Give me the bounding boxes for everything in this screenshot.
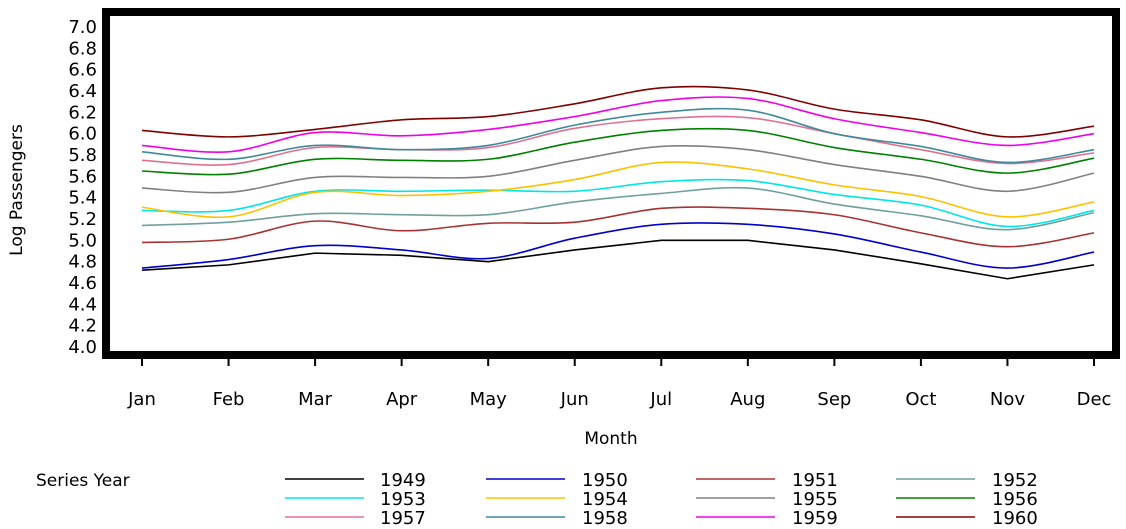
series-lines [141, 85, 1095, 280]
series-line-1958 [141, 107, 1095, 164]
y-tick-label: 4.0 [68, 337, 97, 358]
y-tick-label: 5.4 [68, 188, 97, 209]
y-tick-label: 6.6 [68, 60, 97, 81]
y-tick-label: 4.4 [68, 294, 97, 315]
y-tick-label: 5.2 [68, 209, 97, 230]
y-tick-label: 6.2 [68, 102, 97, 123]
y-tick-label: 6.0 [68, 124, 97, 145]
legend-label-1950: 1950 [582, 470, 628, 491]
x-axis-label: Month [584, 429, 637, 449]
y-tick-label: 4.2 [68, 316, 97, 337]
x-tick-label: Dec [1077, 389, 1112, 410]
y-tick-label: 5.8 [68, 145, 97, 166]
x-tick-label: Jun [560, 389, 589, 410]
legend-label-1960: 1960 [992, 508, 1038, 529]
x-axis-ticks: Jan Feb Mar Apr May Jun Jul Aug Sep Oct Nov Dec [127, 357, 1111, 410]
legend-label-1956: 1956 [992, 489, 1038, 510]
legend-title: Series Year [36, 471, 130, 491]
y-tick-label: 6.4 [68, 81, 97, 102]
series-line-1954 [141, 161, 1095, 219]
x-tick-label: Sep [817, 389, 851, 410]
series-line-1956 [141, 127, 1095, 176]
series-line-1953 [141, 178, 1095, 228]
series-line-1950 [141, 222, 1095, 269]
x-tick-label: Oct [905, 389, 936, 410]
y-tick-label: 4.8 [68, 252, 97, 273]
legend: 1949 1950 1951 1952 1953 1954 1955 1956 1957 1958… [285, 470, 1038, 529]
y-tick-label: 6.8 [68, 38, 97, 59]
x-tick-label: Jan [127, 389, 156, 410]
x-tick-label: May [470, 389, 508, 410]
plot-frame [102, 8, 1120, 359]
legend-label-1955: 1955 [792, 489, 838, 510]
legend-label-1958: 1958 [582, 508, 628, 529]
series-line-1960 [141, 85, 1095, 138]
legend-label-1951: 1951 [792, 470, 838, 491]
legend-label-1952: 1952 [992, 470, 1038, 491]
x-tick-label: Nov [990, 389, 1025, 410]
legend-label-1953: 1953 [380, 489, 426, 510]
legend-label-1954: 1954 [582, 489, 628, 510]
y-axis-ticks: 4.04.24.44.64.85.05.25.45.65.86.06.26.46… [68, 17, 110, 358]
series-line-1957 [141, 115, 1095, 166]
x-tick-label: Feb [213, 389, 245, 410]
series-line-1955 [141, 145, 1095, 194]
y-tick-label: 4.6 [68, 273, 97, 294]
y-tick-label: 5.6 [68, 166, 97, 187]
series-line-1949 [141, 239, 1095, 280]
y-axis-label: Log Passengers [7, 124, 27, 256]
x-tick-label: Jul [649, 389, 672, 410]
y-tick-label: 7.0 [68, 17, 97, 38]
legend-label-1959: 1959 [792, 508, 838, 529]
legend-label-1949: 1949 [380, 470, 426, 491]
series-line-1952 [141, 186, 1095, 231]
y-tick-label: 5.0 [68, 230, 97, 251]
x-tick-label: Apr [386, 389, 418, 410]
x-tick-label: Mar [298, 389, 333, 410]
legend-label-1957: 1957 [380, 508, 426, 529]
series-line-1951 [141, 206, 1095, 248]
x-tick-label: Aug [730, 389, 765, 410]
series-line-1959 [141, 96, 1095, 153]
